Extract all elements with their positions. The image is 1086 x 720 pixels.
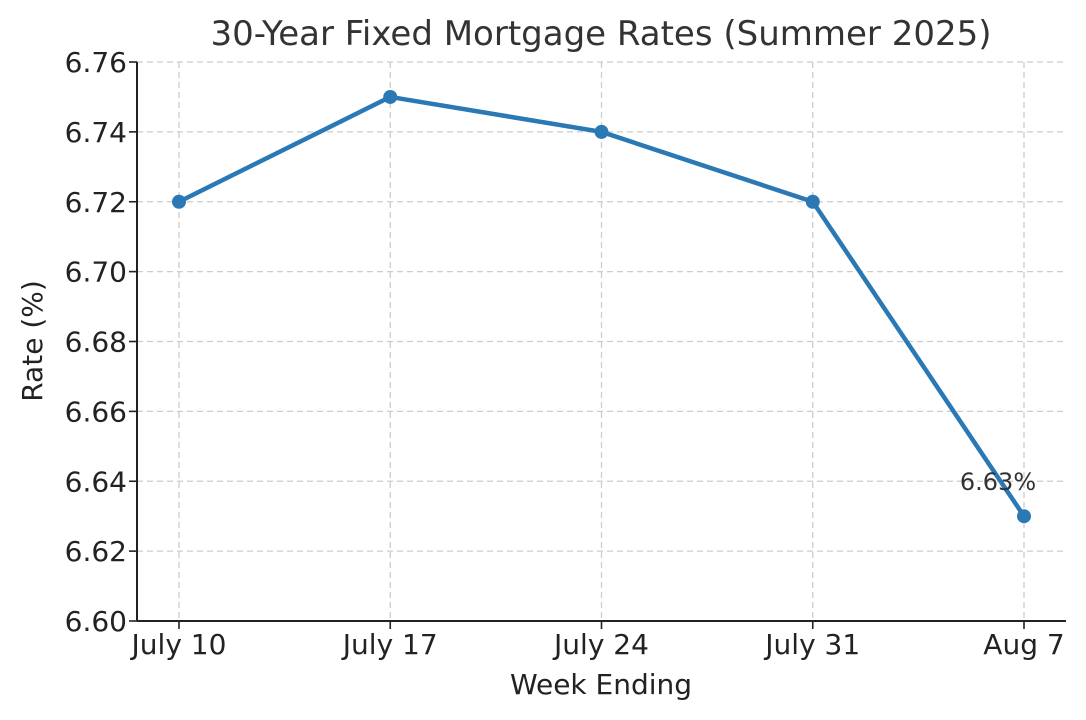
y-tick-label: 6.74 [65,116,127,149]
chart-title: 30-Year Fixed Mortgage Rates (Summer 202… [211,14,992,54]
y-tick-label: 6.62 [65,535,127,568]
data-point [1017,509,1031,524]
y-tick-label: 6.66 [65,395,127,428]
grid [137,61,1066,622]
y-tick-label: 6.72 [65,186,127,219]
y-tick-label: 6.68 [65,326,127,359]
x-tick-label: July 24 [552,628,649,661]
y-tick-label: 6.76 [65,46,127,79]
data-point [805,194,820,209]
data-label: 6.63% [960,468,1036,496]
data-point [594,124,609,139]
x-tick-label: July 17 [341,628,438,661]
axes [129,61,1066,629]
y-tick-label: 6.70 [65,256,127,289]
x-tick-label: July 31 [763,628,860,661]
data-point [383,89,398,104]
x-tick-label: Aug 7 [983,628,1064,661]
series [172,89,1031,524]
y-tick-label: 6.60 [65,605,127,638]
x-tick-label: July 10 [130,628,227,661]
x-axis-label: Week Ending [510,668,692,701]
y-axis-label: Rate (%) [16,280,49,402]
y-tick-label: 6.64 [65,465,127,498]
data-point [172,194,186,209]
labels: 6.60 6.62 6.64 6.66 6.68 6.70 6.72 6.74 6.76 July… [65,46,1065,661]
